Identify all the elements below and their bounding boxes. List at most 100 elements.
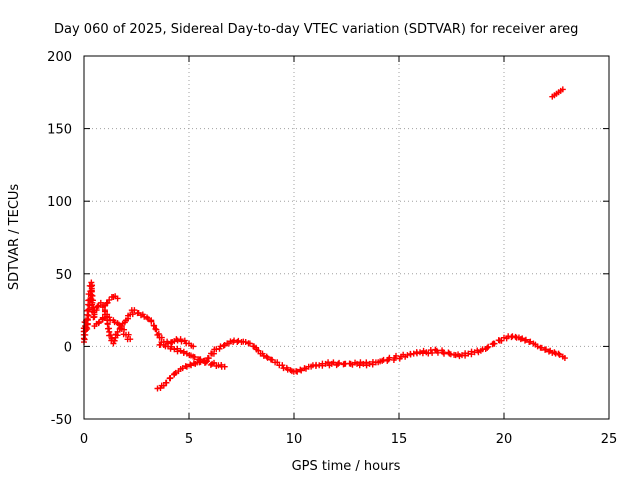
data-points <box>80 86 568 392</box>
data-point <box>545 348 552 355</box>
data-point <box>263 353 270 360</box>
data-point <box>205 355 212 362</box>
data-point <box>417 349 423 356</box>
data-point <box>561 355 568 362</box>
chart-title: Day 060 of 2025, Sidereal Day-to-day VTE… <box>54 22 578 37</box>
data-point <box>491 340 498 347</box>
data-point <box>85 312 92 319</box>
data-point <box>468 351 475 358</box>
data-point <box>190 343 197 350</box>
data-point <box>363 359 370 366</box>
data-point <box>174 345 181 352</box>
data-point <box>187 361 194 368</box>
plot-frame <box>83 55 610 420</box>
data-point <box>221 363 228 370</box>
data-point <box>211 359 218 366</box>
data-point <box>171 370 178 377</box>
y-tick-label: 200 <box>47 50 72 65</box>
data-point <box>484 344 491 351</box>
y-tick-label: 100 <box>47 195 72 210</box>
data-point <box>93 307 100 314</box>
data-point <box>522 337 528 344</box>
data-point <box>191 354 198 361</box>
data-point <box>111 337 118 344</box>
data-point <box>330 359 337 366</box>
grid <box>84 56 609 419</box>
data-point <box>90 314 97 321</box>
data-point <box>498 337 505 344</box>
data-point <box>183 363 190 370</box>
data-point <box>279 362 286 369</box>
data-point <box>556 351 563 358</box>
data-point <box>462 352 469 359</box>
data-point <box>441 350 448 357</box>
data-point <box>129 311 136 318</box>
data-point <box>319 362 326 369</box>
data-point <box>178 338 185 345</box>
data-point <box>429 349 436 356</box>
data-point <box>393 352 400 359</box>
data-point <box>155 330 162 337</box>
data-point <box>163 379 170 386</box>
data-point <box>153 326 160 333</box>
x-tick-label: 5 <box>185 432 193 447</box>
data-point <box>88 296 95 303</box>
data-point <box>420 347 427 354</box>
x-tick-label: 15 <box>391 432 408 447</box>
x-tick-label: 10 <box>286 432 303 447</box>
data-point <box>235 337 242 344</box>
data-point <box>96 318 103 325</box>
data-point <box>242 339 249 346</box>
data-point <box>148 318 155 325</box>
data-point <box>298 367 305 374</box>
data-point <box>386 354 393 361</box>
data-point <box>105 325 112 332</box>
x-axis-label: GPS time / hours <box>292 459 401 474</box>
data-point <box>325 359 332 366</box>
data-point <box>104 320 111 327</box>
data-point <box>144 315 151 322</box>
y-tick-label: 0 <box>64 340 72 355</box>
data-point <box>127 336 134 343</box>
data-point <box>201 357 208 364</box>
data-point <box>434 349 441 356</box>
data-point <box>522 336 529 343</box>
data-point <box>207 361 214 368</box>
data-point <box>527 338 534 345</box>
data-point <box>356 362 363 369</box>
data-point <box>297 366 304 373</box>
data-point <box>538 344 545 351</box>
data-point <box>312 362 319 369</box>
data-point <box>106 296 113 303</box>
data-point <box>177 347 184 354</box>
data-point <box>167 374 174 381</box>
x-tick-label: 25 <box>601 432 618 447</box>
data-point <box>360 360 367 367</box>
data-point <box>335 360 342 367</box>
data-point <box>559 86 566 93</box>
x-tick-label: 20 <box>496 432 513 447</box>
data-point <box>103 300 110 307</box>
data-point <box>111 319 118 326</box>
data-point <box>485 343 492 350</box>
data-point <box>180 348 187 355</box>
y-tick-label: 150 <box>47 123 72 138</box>
data-point <box>150 322 157 329</box>
y-axis-label: SDTVAR / TECUs <box>7 184 22 291</box>
data-point <box>179 365 186 372</box>
data-point <box>152 325 159 332</box>
y-tick-label: -50 <box>51 413 72 428</box>
data-point <box>407 351 414 358</box>
data-point <box>106 332 113 339</box>
data-point <box>336 359 343 366</box>
data-point <box>246 340 253 347</box>
x-axis-ticks: 0 5 10 15 20 25 <box>80 56 617 447</box>
data-point <box>131 307 138 314</box>
data-point <box>555 350 562 357</box>
data-point <box>125 331 132 338</box>
data-point <box>220 342 227 349</box>
y-axis-ticks: -50 0 50 100 150 200 <box>47 50 609 428</box>
y-tick-label: 50 <box>55 268 72 283</box>
data-point <box>253 344 260 351</box>
